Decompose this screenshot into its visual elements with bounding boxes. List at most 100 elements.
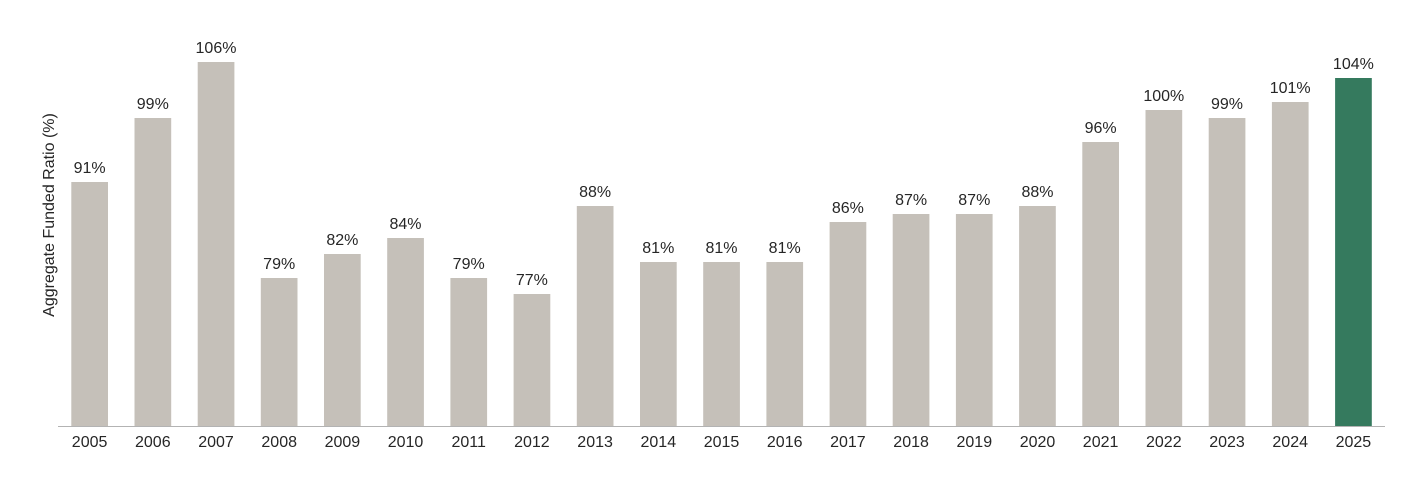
x-tick-label-2021: 2021 <box>1083 434 1119 451</box>
value-unit: % <box>1170 88 1184 105</box>
value-label-2015: 81% <box>705 240 737 257</box>
x-tick-label-2006: 2006 <box>135 434 171 451</box>
value-label-2018: 87% <box>895 192 927 209</box>
x-tick-label-2011: 2011 <box>451 434 486 451</box>
x-tick-label-2016: 2016 <box>767 434 803 451</box>
value-label-2005: 91% <box>74 160 106 177</box>
value-unit: % <box>850 200 864 217</box>
value-number: 82 <box>326 232 344 249</box>
value-label-2013: 88% <box>579 184 611 201</box>
x-tick-label-2012: 2012 <box>514 434 550 451</box>
value-number: 88 <box>1021 184 1039 201</box>
value-label-2012: 77% <box>516 272 548 289</box>
bar-2010 <box>387 238 424 426</box>
bar-2021 <box>1082 142 1119 426</box>
value-number: 91 <box>74 160 92 177</box>
bar-2012 <box>513 294 551 426</box>
x-tick-label-2013: 2013 <box>577 434 613 451</box>
value-unit: % <box>1039 184 1053 201</box>
value-unit: % <box>407 216 421 233</box>
value-label-2010: 84% <box>389 216 421 233</box>
value-unit: % <box>913 192 927 209</box>
value-label-2025: 104% <box>1333 56 1374 73</box>
value-number: 77 <box>516 272 534 289</box>
bar-2025 <box>1335 78 1372 426</box>
bar-2014 <box>640 262 677 426</box>
value-label-2007: 106% <box>196 40 237 57</box>
value-unit: % <box>1102 120 1116 137</box>
value-unit: % <box>1296 80 1310 97</box>
value-unit: % <box>470 256 484 273</box>
value-label-2014: 81% <box>642 240 674 257</box>
value-label-2008: 79% <box>263 256 295 273</box>
x-tick-label-2017: 2017 <box>830 434 866 451</box>
x-tick-label-2022: 2022 <box>1146 434 1182 451</box>
value-number: 87 <box>958 192 976 209</box>
value-unit: % <box>344 232 358 249</box>
value-unit: % <box>91 160 105 177</box>
value-label-2011: 79% <box>453 256 485 273</box>
bar-2005 <box>71 182 108 426</box>
value-unit: % <box>155 96 169 113</box>
bar-2011 <box>450 278 488 426</box>
value-number: 81 <box>642 240 660 257</box>
bar-2017 <box>829 222 867 426</box>
x-tick-label-2014: 2014 <box>641 434 677 451</box>
value-number: 81 <box>769 240 787 257</box>
value-label-2023: 99% <box>1211 96 1243 113</box>
x-tick-label-2018: 2018 <box>893 434 929 451</box>
value-label-2021: 96% <box>1085 120 1117 137</box>
value-unit: % <box>1229 96 1243 113</box>
bar-2008 <box>260 278 298 426</box>
x-tick-label-2008: 2008 <box>261 434 297 451</box>
bar-2020 <box>1019 206 1056 426</box>
value-unit: % <box>976 192 990 209</box>
value-number: 79 <box>263 256 281 273</box>
value-number: 81 <box>705 240 723 257</box>
x-tick-label-2020: 2020 <box>1020 434 1056 451</box>
value-label-2009: 82% <box>326 232 358 249</box>
value-number: 99 <box>137 96 155 113</box>
bar-2009 <box>324 254 361 426</box>
value-number: 104 <box>1333 56 1360 73</box>
value-unit: % <box>222 40 236 57</box>
bar-2007 <box>197 62 235 426</box>
bar-2013 <box>576 206 614 426</box>
value-unit: % <box>534 272 548 289</box>
value-unit: % <box>660 240 674 257</box>
x-axis-tick-labels: 2005 2006 2007 2008 2009 2010 2011 2012 2013 2014… <box>72 434 1371 451</box>
x-tick-label-2010: 2010 <box>388 434 424 451</box>
value-number: 86 <box>832 200 850 217</box>
value-unit: % <box>1360 56 1374 73</box>
value-label-2020: 88% <box>1021 184 1053 201</box>
bar-2019 <box>955 214 993 426</box>
x-tick-label-2023: 2023 <box>1209 434 1245 451</box>
bar-2023 <box>1208 118 1246 426</box>
value-unit: % <box>281 256 295 273</box>
value-number: 100 <box>1143 88 1170 105</box>
x-tick-label-2007: 2007 <box>198 434 234 451</box>
bar-2018 <box>892 214 930 426</box>
value-number: 106 <box>196 40 223 57</box>
x-tick-label-2015: 2015 <box>704 434 740 451</box>
value-number: 99 <box>1211 96 1229 113</box>
value-label-2022: 100% <box>1143 88 1184 105</box>
value-number: 101 <box>1270 80 1297 97</box>
bar-2016 <box>766 262 804 426</box>
y-axis-label: Aggregate Funded Ratio (%) <box>41 113 58 317</box>
value-unit: % <box>597 184 611 201</box>
bar-2006 <box>134 118 172 426</box>
x-tick-label-2019: 2019 <box>957 434 993 451</box>
value-label-2006: 99% <box>137 96 169 113</box>
x-tick-label-2005: 2005 <box>72 434 108 451</box>
value-label-2017: 86% <box>832 200 864 217</box>
value-label-2024: 101% <box>1270 80 1311 97</box>
value-number: 87 <box>895 192 913 209</box>
bar-2024 <box>1271 102 1309 426</box>
value-label-2019: 87% <box>958 192 990 209</box>
bar-2022 <box>1145 110 1183 426</box>
x-tick-label-2024: 2024 <box>1272 434 1308 451</box>
value-unit: % <box>786 240 800 257</box>
bar-series: 91%99%106%79%82%84%79%77%88%81% 81% 81%86%… <box>71 40 1374 426</box>
